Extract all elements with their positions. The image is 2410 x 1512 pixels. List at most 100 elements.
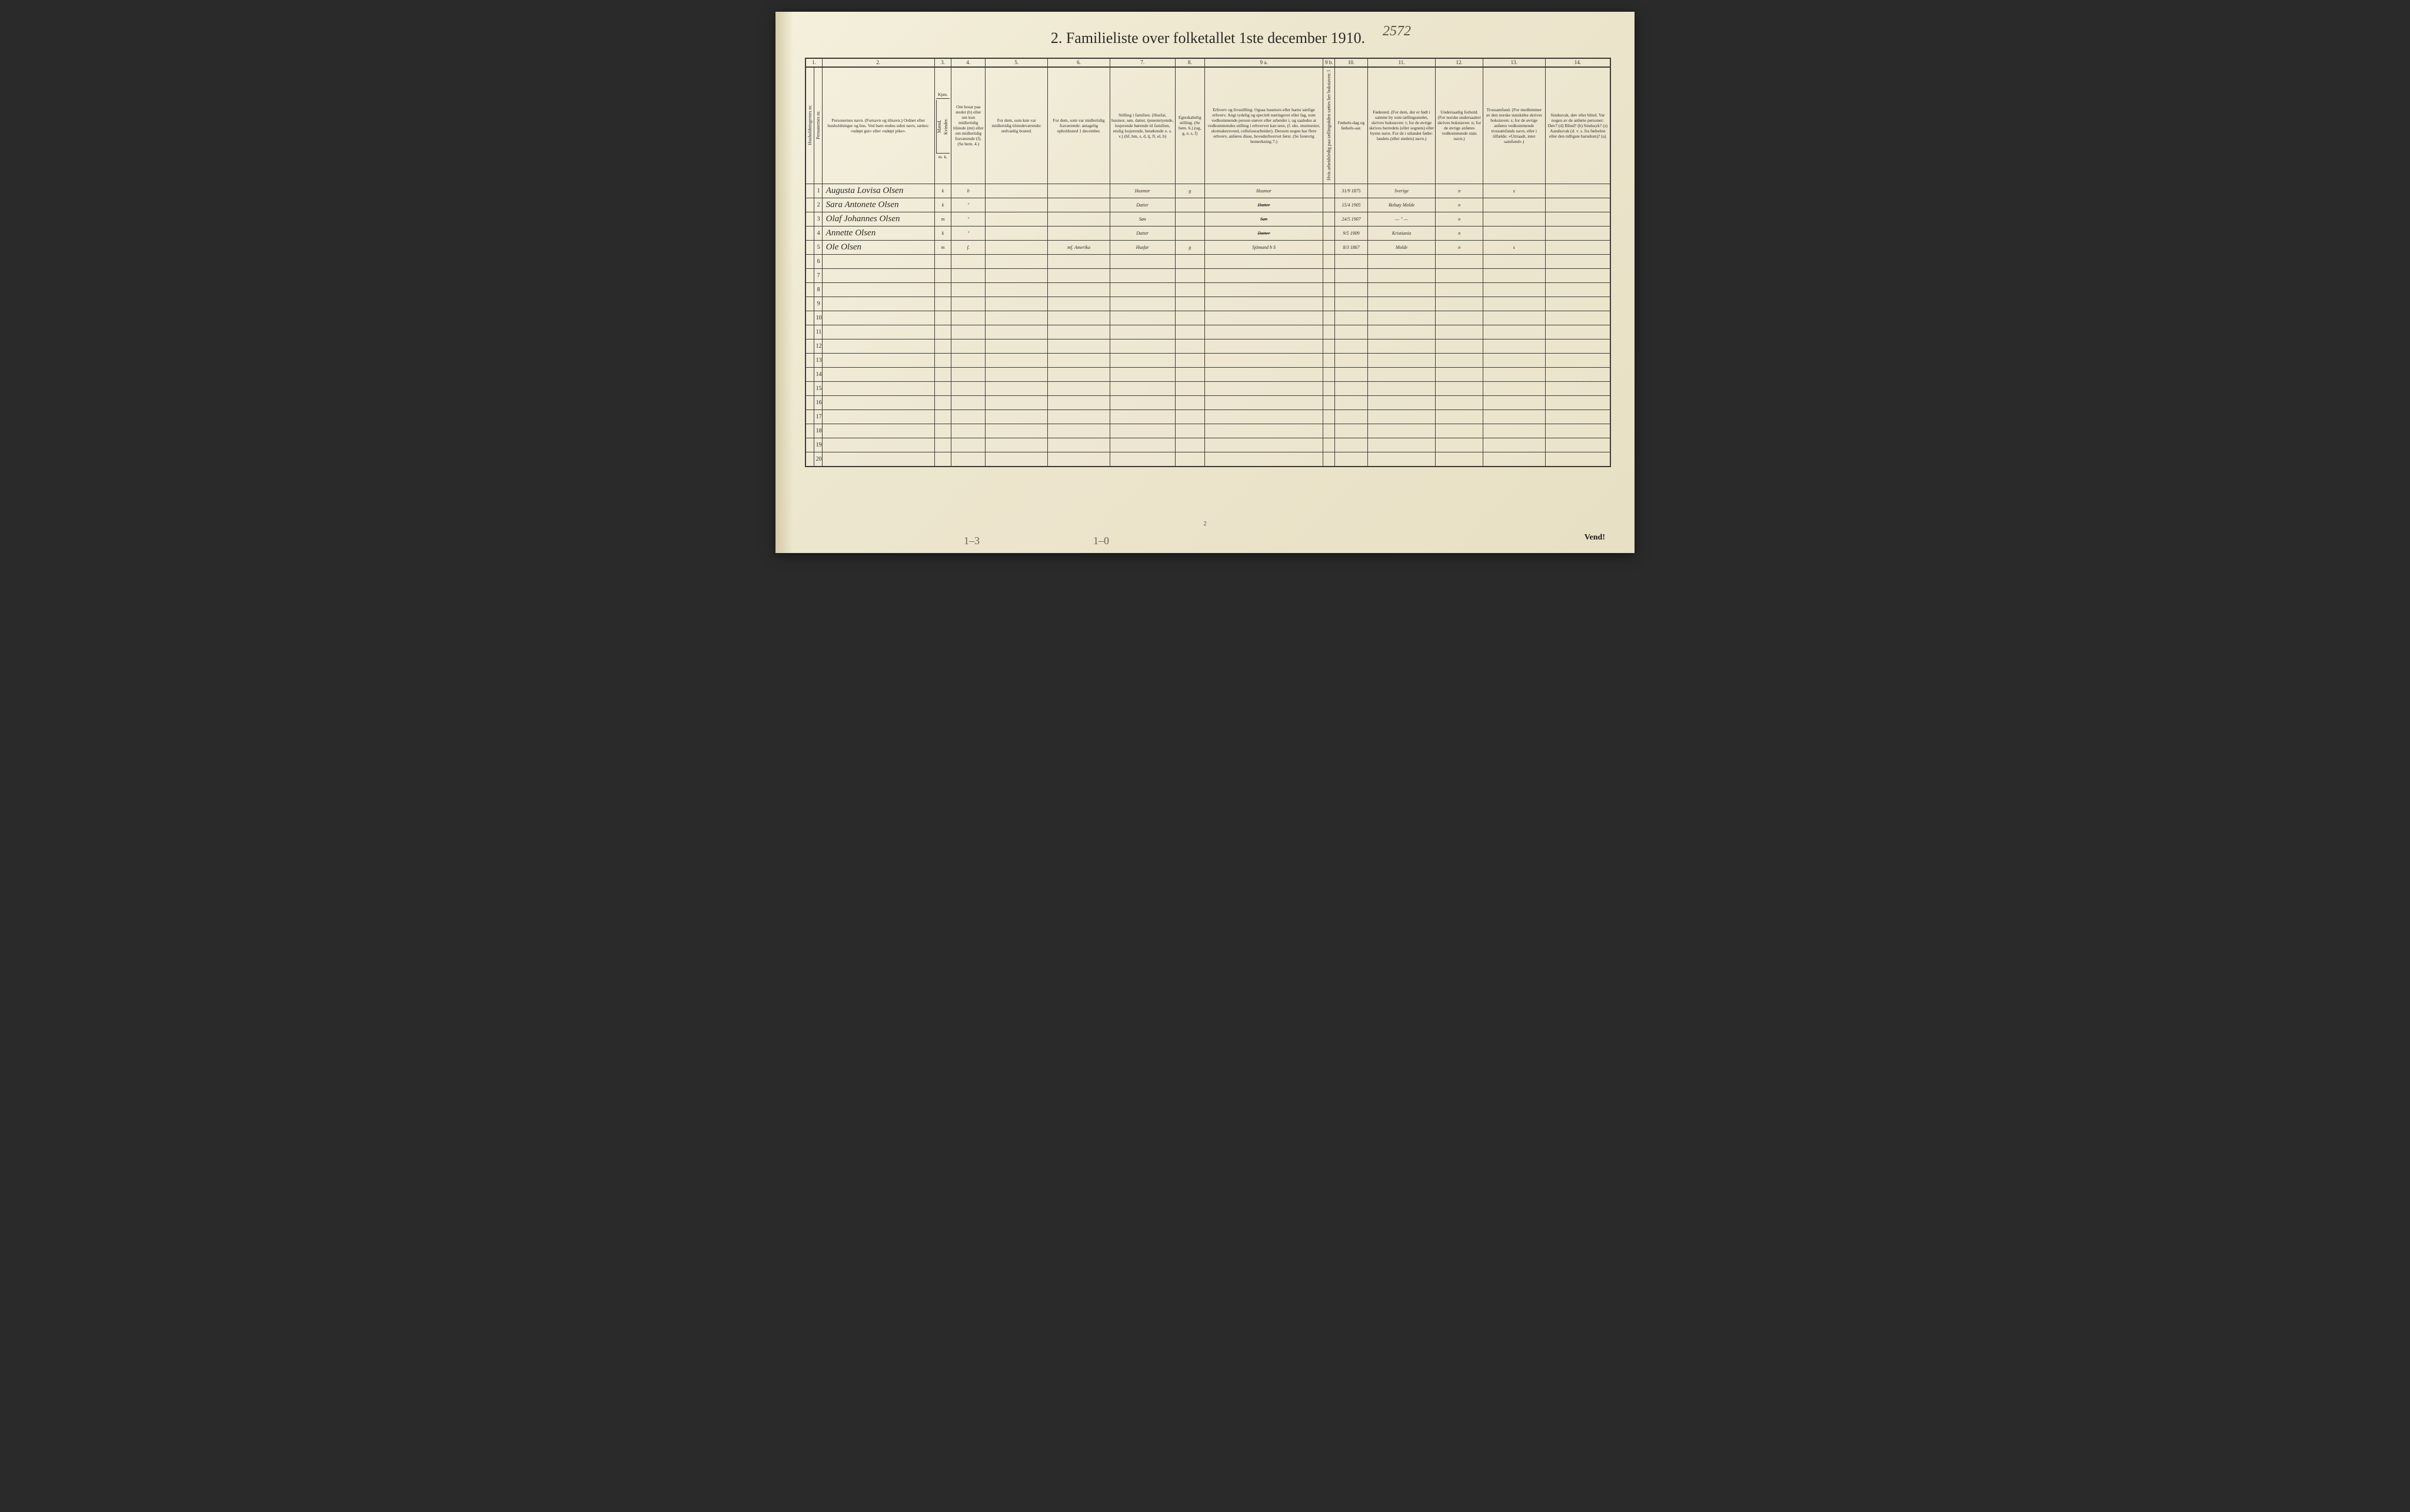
cell-empty bbox=[1175, 354, 1204, 368]
cell-empty bbox=[1335, 311, 1367, 325]
cell-c7: Datter bbox=[1110, 227, 1175, 241]
header-row: Husholdningernes nr. Personernes nr. Per… bbox=[805, 67, 1610, 184]
cell-c9b bbox=[1323, 184, 1335, 198]
cell-empty bbox=[934, 339, 951, 354]
table-head: 1. 2. 3. 4. 5. 6. 7. 8. 9 a. 9 b. 10. 11… bbox=[805, 58, 1610, 184]
hdr-9b: Hvis arbeidsledig paa tællingstiden sætt… bbox=[1323, 67, 1335, 184]
cell-c8 bbox=[1175, 212, 1204, 227]
cell-c9a: Datter bbox=[1204, 198, 1323, 212]
cell-empty bbox=[1545, 396, 1610, 410]
cell-pn: 18 bbox=[814, 424, 822, 438]
cell-c4: f. bbox=[951, 241, 986, 255]
cell-empty bbox=[1367, 339, 1436, 354]
table-row: 4Annette Olsenk"DatterDatter9/5 1909Kris… bbox=[805, 227, 1610, 241]
cell-empty bbox=[934, 438, 951, 452]
cell-empty bbox=[986, 283, 1048, 297]
table-row: 3Olaf Johannes Olsenm"SønSøn24/5 1907— "… bbox=[805, 212, 1610, 227]
cell-empty bbox=[1175, 424, 1204, 438]
cell-pn: 6 bbox=[814, 255, 822, 269]
cell-c12: n bbox=[1436, 198, 1483, 212]
cell-c9a: Datter bbox=[1204, 227, 1323, 241]
cell-empty bbox=[1048, 354, 1110, 368]
table-row: 11 bbox=[805, 325, 1610, 339]
census-page: 2572 2. Familieliste over folketallet 1s… bbox=[775, 12, 1635, 553]
cell-empty bbox=[934, 255, 951, 269]
cell-empty bbox=[1483, 297, 1545, 311]
cell-empty bbox=[951, 368, 986, 382]
cell-empty bbox=[1335, 325, 1367, 339]
cell-empty bbox=[1204, 339, 1323, 354]
cell-empty bbox=[1436, 396, 1483, 410]
cell-empty bbox=[986, 354, 1048, 368]
cell-c8: g bbox=[1175, 241, 1204, 255]
cell-empty bbox=[1436, 368, 1483, 382]
cell-c10: 24/5 1907 bbox=[1335, 212, 1367, 227]
cell-empty bbox=[1545, 255, 1610, 269]
cell-sex: k bbox=[934, 184, 951, 198]
hdr-1b: Personernes nr. bbox=[814, 67, 822, 184]
cell-hh bbox=[805, 325, 814, 339]
cell-empty bbox=[822, 311, 934, 325]
table-row: 17 bbox=[805, 410, 1610, 424]
cell-c5 bbox=[986, 241, 1048, 255]
cell-empty bbox=[1110, 438, 1175, 452]
cell-empty bbox=[1204, 325, 1323, 339]
cell-empty bbox=[1335, 410, 1367, 424]
cell-empty bbox=[1545, 269, 1610, 283]
cell-empty bbox=[1436, 410, 1483, 424]
cell-empty bbox=[951, 452, 986, 467]
cell-empty bbox=[1483, 452, 1545, 467]
cell-c13 bbox=[1483, 212, 1545, 227]
colnum-5: 5. bbox=[986, 58, 1048, 67]
colnum-7: 7. bbox=[1110, 58, 1175, 67]
cell-empty bbox=[1367, 269, 1436, 283]
hdr-8: Egteskabelig stilling. (Se bem. 6.) (ug,… bbox=[1175, 67, 1204, 184]
hdr-12: Undersaatlig forhold. (For norske unders… bbox=[1436, 67, 1483, 184]
cell-empty bbox=[934, 325, 951, 339]
hdr-13: Trossamfund. (For medlemmer av den norsk… bbox=[1483, 67, 1545, 184]
cell-empty bbox=[1175, 396, 1204, 410]
cell-empty bbox=[951, 354, 986, 368]
cell-empty bbox=[1436, 452, 1483, 467]
table-row: 5Ole Olsenmf.mf. AmerikaHusfargSjömand h… bbox=[805, 241, 1610, 255]
colnum-6: 6. bbox=[1048, 58, 1110, 67]
cell-empty bbox=[822, 452, 934, 467]
cell-empty bbox=[951, 297, 986, 311]
cell-empty bbox=[934, 382, 951, 396]
hdr-7: Stilling i familien. (Husfar, husmor, sø… bbox=[1110, 67, 1175, 184]
cell-pn: 7 bbox=[814, 269, 822, 283]
hdr-9b-text: Hvis arbeidsledig paa tællingstiden sætt… bbox=[1326, 70, 1332, 180]
column-number-row: 1. 2. 3. 4. 5. 6. 7. 8. 9 a. 9 b. 10. 11… bbox=[805, 58, 1610, 67]
cell-empty bbox=[1335, 382, 1367, 396]
cell-c9b bbox=[1323, 212, 1335, 227]
cell-empty bbox=[1110, 325, 1175, 339]
cell-empty bbox=[1335, 424, 1367, 438]
cell-empty bbox=[934, 311, 951, 325]
hdr-9a: Erhverv og livsstilling. Ogsaa husmors e… bbox=[1204, 67, 1323, 184]
cell-empty bbox=[1204, 354, 1323, 368]
cell-empty bbox=[1367, 438, 1436, 452]
cell-empty bbox=[1110, 255, 1175, 269]
cell-empty bbox=[1545, 354, 1610, 368]
table-row: 10 bbox=[805, 311, 1610, 325]
cell-name: Sara Antonete Olsen bbox=[822, 198, 934, 212]
cell-empty bbox=[1048, 283, 1110, 297]
cell-c14 bbox=[1545, 184, 1610, 198]
cell-empty bbox=[1367, 382, 1436, 396]
cell-hh bbox=[805, 241, 814, 255]
table-row: 12 bbox=[805, 339, 1610, 354]
table-row: 14 bbox=[805, 368, 1610, 382]
hdr-3a: Mænd. bbox=[936, 100, 943, 153]
cell-empty bbox=[1335, 283, 1367, 297]
cell-empty bbox=[934, 354, 951, 368]
cell-empty bbox=[1483, 410, 1545, 424]
cell-empty bbox=[1323, 325, 1335, 339]
cell-c6 bbox=[1048, 184, 1110, 198]
cell-c9a: Søn bbox=[1204, 212, 1323, 227]
cell-c12: n bbox=[1436, 212, 1483, 227]
cell-empty bbox=[1048, 424, 1110, 438]
cell-c11: — " — bbox=[1367, 212, 1436, 227]
cell-empty bbox=[1436, 339, 1483, 354]
cell-name: Annette Olsen bbox=[822, 227, 934, 241]
cell-c7: Husfar bbox=[1110, 241, 1175, 255]
